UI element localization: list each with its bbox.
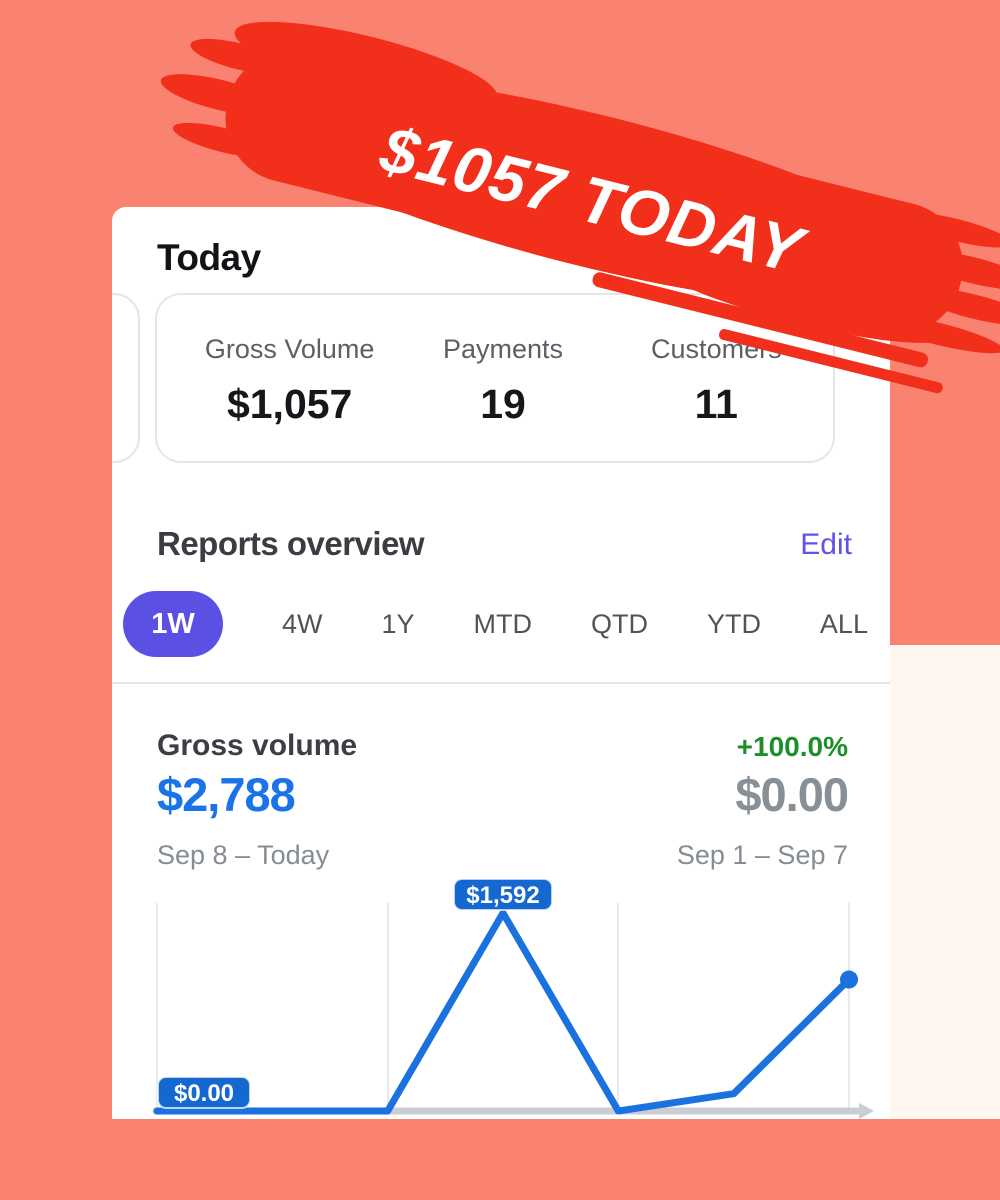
current-period-value: $2,788 [157,768,296,821]
carousel-previous-card-edge[interactable] [112,293,140,463]
zero-value-badge-label: $0.00 [174,1080,234,1107]
background-light-band [889,645,1000,1119]
gross-volume-title: Gross volume [157,729,358,762]
stat-gross-volume: Gross Volume $1,057 [183,334,396,428]
peak-value-badge-label: $1,592 [466,882,539,909]
previous-period-range: Sep 1 – Sep 7 [676,840,848,870]
period-tabs: 1W 4W 1Y MTD QTD YTD ALL [123,591,868,657]
chart-gridlines [156,903,850,1111]
stat-customers: Customers 11 [610,334,823,428]
brush-right-finger [898,212,1000,248]
tab-mtd[interactable]: MTD [473,608,532,639]
brush-left-tip [190,38,288,74]
gross-volume-chart: $0.00 $1,592 [152,878,874,1119]
reports-overview-title: Reports overview [157,525,425,562]
tab-1y[interactable]: 1Y [381,608,415,639]
stat-value: 19 [480,381,526,427]
previous-period-value: $0.00 [735,768,849,821]
current-period-line [153,909,853,1115]
dashboard-panel: Today Gross Volume $1,057 Payments 19 Cu… [112,207,890,1119]
previous-period-line-arrow [859,1103,874,1119]
today-stats-card[interactable]: Gross Volume $1,057 Payments 19 Customer… [155,293,835,463]
today-section-title: Today [157,237,261,278]
stat-value: 11 [694,381,738,427]
stat-label: Customers [651,334,782,364]
stat-label: Gross Volume [204,334,375,364]
tab-ytd[interactable]: YTD [706,608,761,639]
stat-label: Payments [442,334,564,364]
current-period-range: Sep 8 – Today [157,840,330,870]
stat-value: $1,057 [226,381,353,427]
stat-payments: Payments 19 [396,334,609,428]
percent-change-badge: +100.0% [736,731,848,762]
brush-right-finger [915,287,1000,326]
tab-all[interactable]: ALL [819,608,868,639]
zero-value-badge: $0.00 [157,1076,251,1109]
brush-right-finger [909,250,1000,291]
tab-4w[interactable]: 4W [281,608,323,639]
tab-1w-selected[interactable]: 1W [123,591,223,657]
brush-top-blob [234,21,498,107]
section-divider [112,682,890,684]
tab-qtd[interactable]: QTD [590,608,648,639]
latest-point-dot [840,970,858,989]
peak-value-badge: $1,592 [453,878,553,911]
brush-left-tip [172,122,274,158]
edit-button[interactable]: Edit [800,528,852,561]
brush-left-tip [160,74,278,116]
